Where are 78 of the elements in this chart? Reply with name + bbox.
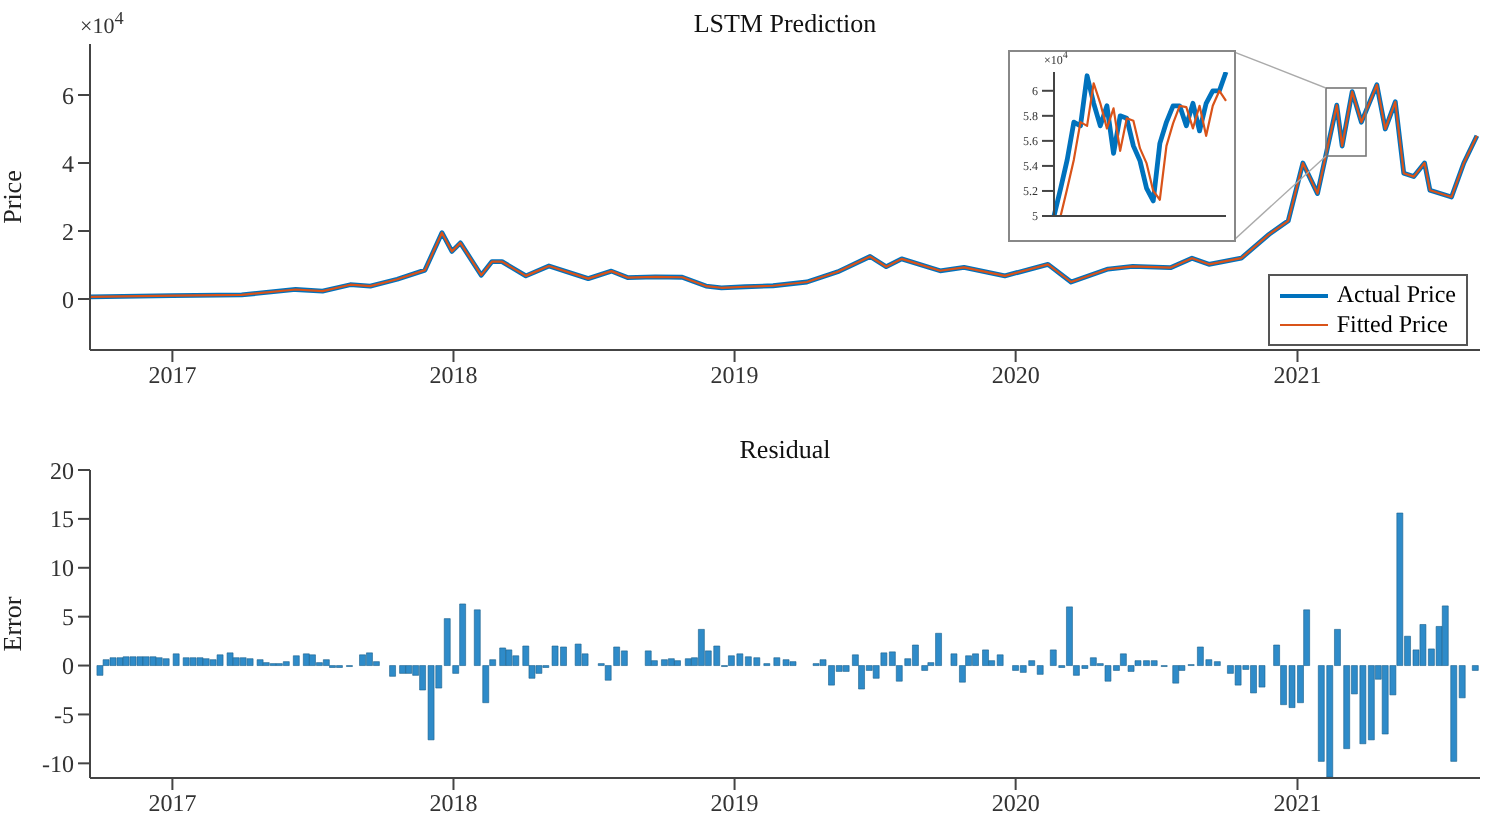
- bar: [149, 656, 157, 666]
- bar: [1472, 665, 1479, 671]
- bar: [684, 658, 692, 666]
- chart-title: LSTM Prediction: [693, 8, 877, 38]
- y-tick-label: 6: [62, 81, 74, 110]
- bar: [116, 657, 124, 666]
- bar: [459, 603, 466, 666]
- x-tick-label: 2018: [429, 789, 478, 818]
- bar: [209, 659, 217, 666]
- bar: [1234, 665, 1242, 686]
- legend-label: Fitted Price: [1336, 310, 1449, 340]
- bar: [155, 657, 163, 666]
- bar: [122, 656, 130, 666]
- x-tick-label: 2021: [1273, 789, 1322, 818]
- bar: [1012, 665, 1019, 671]
- bar: [196, 657, 204, 666]
- bar: [136, 656, 144, 666]
- bar: [736, 653, 744, 666]
- bar: [189, 657, 197, 666]
- bar: [96, 665, 104, 676]
- bar: [1419, 624, 1427, 666]
- bar: [142, 656, 150, 666]
- x-tick-label: 2017: [148, 361, 197, 390]
- bar: [996, 654, 1004, 666]
- chart-title: Residual: [737, 434, 833, 466]
- y-tick-label: 20: [50, 456, 74, 485]
- bar: [427, 665, 435, 741]
- legend-label: Actual Price: [1336, 280, 1456, 310]
- bar: [1134, 660, 1142, 666]
- bar: [366, 652, 373, 666]
- bar: [621, 650, 628, 666]
- bar: [405, 665, 413, 674]
- bar: [644, 650, 652, 666]
- bar: [1381, 665, 1389, 735]
- bar: [1172, 665, 1180, 684]
- y-tick-label: 5: [62, 603, 74, 632]
- y-tick-label: 0: [62, 285, 74, 314]
- y-tick-label: 10: [50, 554, 74, 583]
- x-tick-label: 2019: [710, 361, 759, 390]
- x-tick-label: 2021: [1273, 361, 1322, 390]
- y-tick-label: 15: [50, 505, 74, 534]
- y-tick-label: -5: [54, 700, 74, 729]
- bar: [1359, 665, 1367, 745]
- bar: [309, 654, 316, 666]
- x-tick-label: 2018: [429, 361, 478, 390]
- y-tick-label: 0: [62, 652, 74, 681]
- bar: [1049, 649, 1057, 666]
- bar: [1019, 665, 1027, 673]
- x-tick-label: 2019: [710, 789, 759, 818]
- bar: [202, 658, 210, 666]
- bar: [535, 665, 543, 674]
- bar: [129, 656, 137, 666]
- bar: [239, 657, 247, 666]
- x-tick-label: 2020: [991, 361, 1040, 390]
- bar: [359, 654, 366, 666]
- x-tick-label: 2017: [148, 789, 197, 818]
- y-tick-label: 4: [62, 149, 74, 178]
- bar: [1036, 665, 1044, 675]
- bar: [1104, 665, 1112, 682]
- bar: [574, 643, 582, 666]
- bar: [935, 632, 942, 666]
- bar: [698, 629, 705, 666]
- bar: [232, 657, 240, 666]
- bar: [1120, 653, 1127, 666]
- bar: [713, 645, 721, 666]
- bar: [668, 658, 675, 666]
- y-tick-label: 2: [62, 217, 74, 246]
- bar: [505, 649, 513, 666]
- bar: [1258, 665, 1266, 688]
- text: ×10$^{4}$: [80, 8, 124, 40]
- x-tick-label: 2020: [991, 789, 1040, 818]
- bar: [323, 659, 330, 666]
- bar: [674, 660, 681, 666]
- y-tick-label: -10: [42, 749, 74, 778]
- y-axis-title: Error: [0, 595, 28, 652]
- bar: [109, 657, 117, 666]
- bar: [1288, 665, 1296, 708]
- y-axis-title: Price: [0, 169, 28, 224]
